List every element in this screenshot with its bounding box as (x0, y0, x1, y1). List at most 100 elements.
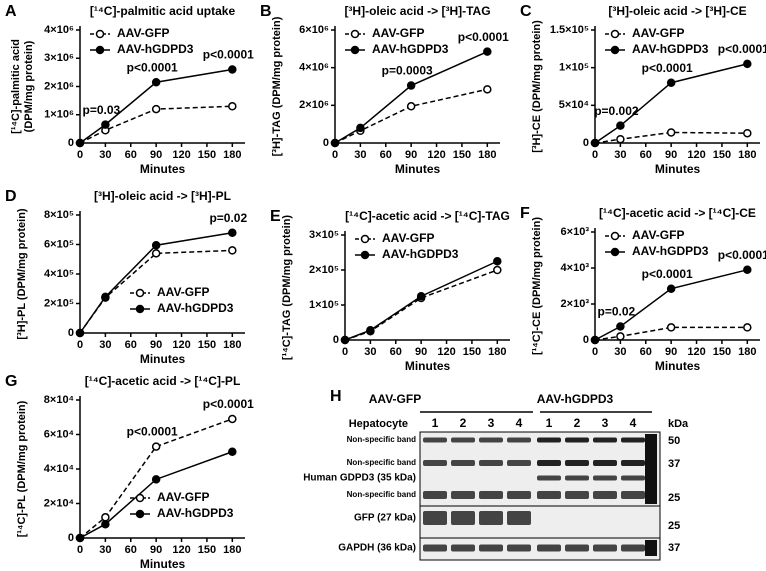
x-tick-label: 150 (713, 149, 731, 161)
annotation: p<0.0001 (127, 60, 178, 74)
x-axis-label: Minutes (140, 352, 186, 366)
y-tick-label: 0 (333, 334, 339, 346)
panel-letter: E (270, 208, 281, 225)
chart-title: [³H]-oleic acid -> [³H]-CE (608, 4, 746, 18)
x-tick-label: 30 (99, 339, 111, 351)
marker-label: 25 (668, 520, 680, 532)
legend-marker (135, 288, 145, 298)
data-point (590, 138, 600, 148)
legend-marker (135, 509, 145, 519)
data-point (666, 284, 676, 293)
series-line (79, 418, 233, 539)
x-tick-label: 60 (125, 339, 137, 351)
data-point (228, 102, 237, 111)
series-line (594, 131, 748, 144)
band (621, 437, 645, 443)
annotation: p<0.0001 (642, 61, 693, 75)
band (451, 511, 475, 525)
x-axis-label: Minutes (395, 162, 441, 176)
x-tick-label: 0 (592, 149, 598, 161)
band-label: Non-specific band (347, 435, 416, 444)
band (621, 544, 645, 552)
x-tick-label: 180 (488, 346, 506, 358)
x-tick-label: 0 (342, 346, 348, 358)
y-tick-label: 8×10⁵ (44, 209, 74, 221)
x-tick-label: 150 (198, 149, 216, 161)
annotation: p<0.0001 (718, 248, 766, 262)
data-point (666, 323, 676, 332)
y-tick-label: 2×10⁵ (309, 264, 339, 276)
band (593, 460, 617, 466)
y-axis-label: (DPM/mg protein) (23, 40, 35, 132)
series-line (79, 68, 233, 144)
band (565, 544, 589, 552)
data-point (356, 123, 365, 133)
data-point (228, 228, 237, 237)
data-point (616, 322, 625, 331)
band (621, 460, 645, 466)
legend-marker (95, 45, 105, 55)
x-tick-label: 60 (380, 149, 392, 161)
x-tick-label: 180 (738, 149, 756, 161)
chart-title: [³H]-oleic acid -> [³H]-TAG (344, 4, 490, 18)
x-tick-label: 90 (150, 149, 162, 161)
legend-label: AAV-GFP (372, 26, 424, 40)
group-label: AAV-hGDPD3 (537, 392, 614, 406)
band (565, 491, 589, 499)
y-tick-label: 3×10⁶ (44, 52, 74, 64)
legend-label: AAV-hGDPD3 (372, 42, 449, 56)
band (423, 544, 447, 552)
band (621, 491, 645, 499)
band (479, 491, 503, 499)
data-point (616, 121, 625, 130)
y-tick-label: 0 (68, 327, 74, 339)
annotation: p=0.02 (598, 305, 636, 319)
x-axis-label: Minutes (140, 162, 186, 176)
x-tick-label: 0 (77, 339, 83, 351)
x-tick-label: 90 (665, 149, 677, 161)
unit-label: kDa (668, 418, 689, 430)
data-point (406, 102, 416, 111)
chart-title: [¹⁴C]-palmitic acid uptake (90, 4, 236, 18)
data-point (743, 323, 752, 332)
y-tick-label: 1×10⁵ (559, 62, 589, 74)
lane-label: 3 (602, 416, 609, 430)
legend-marker (360, 250, 370, 260)
x-tick-label: 180 (223, 149, 241, 161)
x-tick-label: 120 (427, 149, 445, 161)
band (507, 544, 531, 552)
y-axis-label: [¹⁴C]-TAG (DPM/mg protein) (281, 215, 293, 360)
annotation: p<0.0001 (127, 425, 178, 439)
marker-label: 37 (668, 542, 680, 554)
lane-label: 4 (516, 416, 523, 430)
band-label: GFP (27 kDa) (354, 513, 416, 524)
data-point (151, 240, 161, 250)
y-tick-label: 1×10⁵ (309, 299, 339, 311)
data-point (101, 513, 110, 522)
x-tick-label: 30 (614, 346, 626, 358)
x-tick-label: 120 (687, 149, 705, 161)
band (621, 475, 645, 481)
y-axis-label: [¹⁴C]-palmitic acid (10, 39, 22, 134)
lane-label: 1 (432, 416, 439, 430)
legend-marker (610, 45, 620, 55)
data-point (743, 59, 752, 69)
ladder (645, 540, 657, 556)
data-point (101, 519, 110, 529)
data-point (616, 134, 625, 144)
band (423, 491, 447, 499)
band (565, 460, 589, 466)
panel-letter: C (520, 3, 532, 20)
x-tick-label: 30 (354, 149, 366, 161)
y-tick-label: 2×10³ (561, 298, 590, 310)
data-point (366, 325, 375, 335)
band (451, 544, 475, 552)
series-line (594, 326, 748, 341)
x-tick-label: 180 (223, 339, 241, 351)
y-tick-label: 6×10⁶ (299, 24, 329, 36)
x-tick-label: 60 (390, 346, 402, 358)
series-line (344, 260, 498, 341)
data-point (151, 104, 161, 114)
legend-marker (95, 29, 105, 39)
data-point (416, 292, 426, 301)
